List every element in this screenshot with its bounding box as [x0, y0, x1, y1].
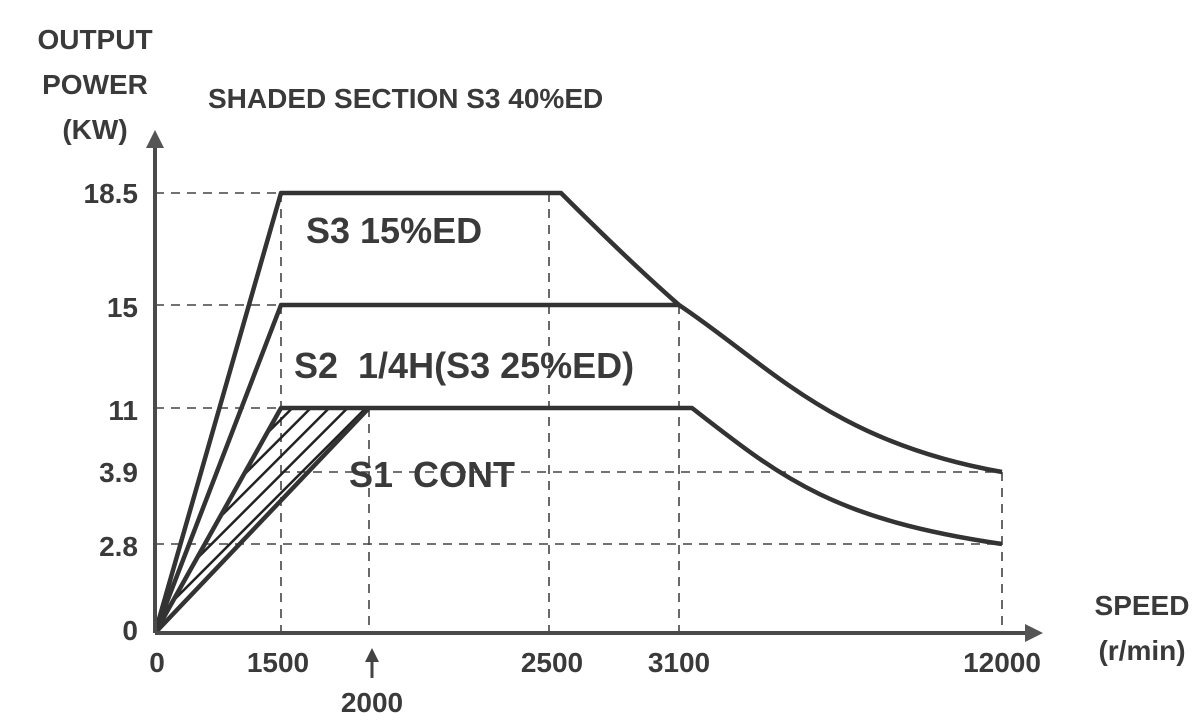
y-tick-3-9: 3.9 [99, 457, 138, 488]
y-tick-0: 0 [122, 615, 138, 646]
x-tick-2500: 2500 [521, 647, 583, 678]
x-tick-3100: 3100 [648, 647, 710, 678]
curve-s1-cont [153, 405, 1003, 635]
curve-s3-15ed [152, 190, 1003, 634]
x-axis-title-line-1: SPEED [1095, 590, 1190, 621]
curve-s3-40ed-boundary [153, 406, 371, 635]
x-tick-1500: 1500 [247, 647, 309, 678]
x-axis-arrow [1025, 624, 1043, 642]
x-tick-12000: 12000 [963, 647, 1041, 678]
y-tick-11: 11 [108, 395, 138, 426]
series-label-s3-15ed: S3 15%ED [306, 210, 482, 251]
series-label-s2: S2 1/4H(S3 25%ED) [294, 345, 634, 386]
chart-title: SHADED SECTION S3 40%ED [208, 83, 603, 114]
curve-s2-quarter-hour [152, 302, 679, 634]
y-tick-15: 15 [107, 292, 138, 323]
series-curves [152, 190, 1003, 635]
y-axis-title-line-2: POWER [42, 69, 148, 100]
y-axis-title-line-1: OUTPUT [37, 24, 152, 55]
x-marker-label-2000: 2000 [341, 687, 403, 718]
y-axis-arrow [146, 130, 164, 148]
x-tick-0: 0 [149, 647, 165, 678]
x-marker-arrow-head [365, 648, 379, 662]
series-label-s1-cont: S1 CONT [349, 454, 515, 495]
x-axis-title-line-2: (r/min) [1098, 635, 1185, 666]
y-tick-18-5: 18.5 [84, 178, 139, 209]
y-axis-title-line-3: (KW) [62, 114, 127, 145]
y-tick-2-8: 2.8 [99, 531, 138, 562]
